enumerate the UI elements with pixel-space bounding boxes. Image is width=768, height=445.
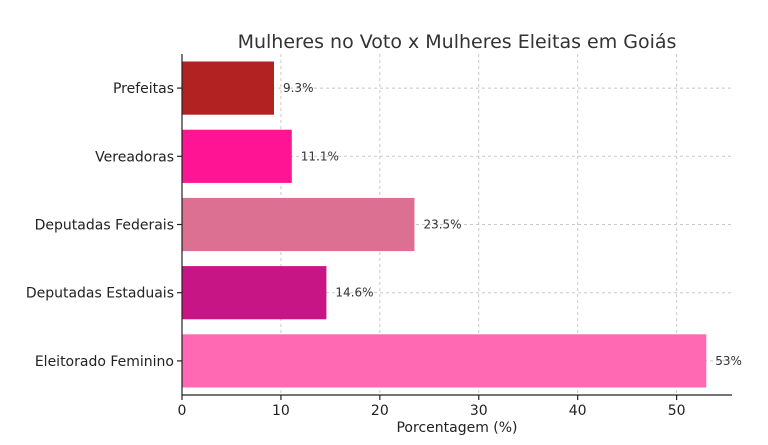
data-label: 53% bbox=[715, 354, 742, 368]
x-tick-label: 50 bbox=[668, 403, 686, 419]
category-label: Deputadas Estaduais bbox=[26, 286, 174, 302]
bar bbox=[182, 61, 274, 115]
bar bbox=[182, 334, 707, 388]
x-tick-label: 0 bbox=[178, 403, 187, 419]
data-label: 14.6% bbox=[335, 286, 373, 300]
data-label: 11.1% bbox=[301, 149, 339, 163]
data-label: 9.3% bbox=[283, 81, 314, 95]
x-tick-label: 20 bbox=[371, 403, 389, 419]
bar bbox=[182, 266, 327, 320]
x-tick-label: 40 bbox=[569, 403, 587, 419]
data-label: 23.5% bbox=[423, 218, 461, 232]
bar bbox=[182, 197, 415, 252]
bar bbox=[182, 129, 292, 183]
category-label: Vereadoras bbox=[95, 149, 174, 165]
category-label: Deputadas Federais bbox=[35, 218, 174, 234]
category-label: Eleitorado Feminino bbox=[35, 354, 174, 370]
bars: 53% 14.6% 23.5% 11.1% 9.3% bbox=[182, 61, 742, 388]
category-label: Prefeitas bbox=[113, 81, 174, 97]
chart-title: Mulheres no Voto x Mulheres Eleitas em G… bbox=[238, 31, 677, 53]
x-tick-label: 10 bbox=[272, 403, 290, 419]
x-tick-label: 30 bbox=[470, 403, 488, 419]
axes: 0 10 20 30 40 50 Eleitorado Feminino Deputadas … bbox=[26, 54, 732, 419]
x-axis-label: Porcentagem (%) bbox=[396, 420, 517, 436]
